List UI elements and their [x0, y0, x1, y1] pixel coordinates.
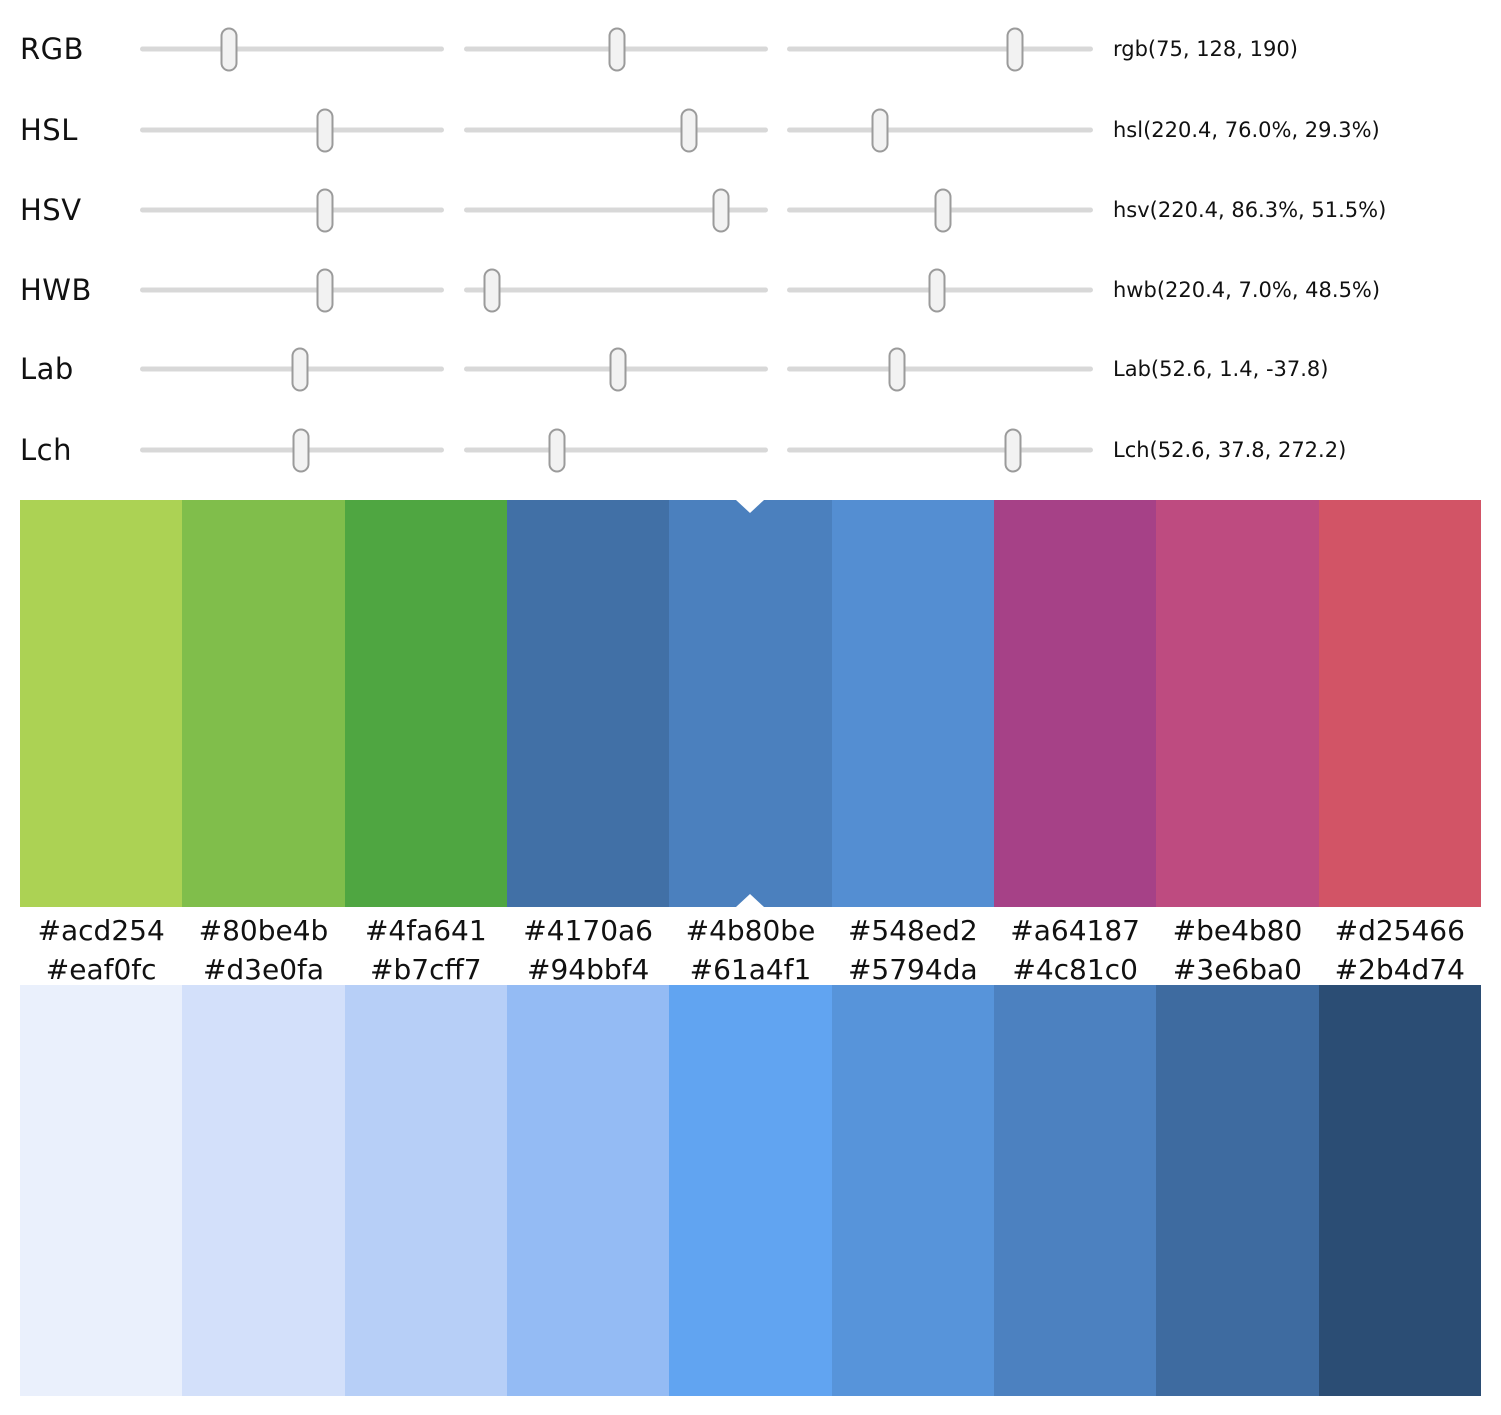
- hsl-saturation-slider-track[interactable]: [464, 108, 768, 152]
- palette-bottom-hex-labels: #eaf0fc #d3e0fa #b7cff7 #94bbf4 #61a4f1 …: [20, 953, 1481, 986]
- slider-row-rgb: RGB rgb(75, 128, 190): [0, 9, 1501, 89]
- lch-c-slider-handle[interactable]: [548, 428, 566, 472]
- hex-label-top-6: #548ed2: [847, 914, 978, 947]
- lch-c-slider-track[interactable]: [464, 428, 768, 472]
- hsv-value-text: hsv(220.4, 86.3%, 51.5%): [1113, 198, 1387, 222]
- hex-label-bottom-8: #3e6ba0: [1172, 953, 1302, 986]
- slider-row-hwb: HWB hwb(220.4, 7.0%, 48.5%): [0, 250, 1501, 330]
- palette-bottom-swatch-4[interactable]: [506, 985, 670, 1396]
- palette-top-strip: [20, 500, 1481, 907]
- slider-row-lch-label: Lch: [20, 433, 72, 467]
- hsl-value-text: hsl(220.4, 76.0%, 29.3%): [1113, 118, 1380, 142]
- palette-bottom-swatch-3[interactable]: [344, 985, 507, 1396]
- slider-row-hwb-label: HWB: [20, 273, 92, 307]
- hex-label-bottom-3: #b7cff7: [370, 953, 482, 986]
- hwb-hue-slider-track[interactable]: [140, 268, 444, 312]
- hex-label-top-7: #a64187: [1010, 914, 1140, 947]
- hsv-saturation-slider-track[interactable]: [464, 188, 768, 232]
- palette-top-swatch-4[interactable]: [506, 500, 670, 907]
- rgb-red-slider-handle[interactable]: [220, 27, 238, 71]
- rgb-blue-slider-handle[interactable]: [1006, 27, 1024, 71]
- palette-bottom-swatch-1[interactable]: [20, 985, 183, 1396]
- lch-l-slider-track[interactable]: [140, 428, 444, 472]
- selection-notch-bottom-icon: [736, 894, 765, 907]
- hwb-blackness-slider-track[interactable]: [787, 268, 1093, 312]
- slider-row-rgb-label: RGB: [20, 32, 85, 66]
- hex-label-bottom-5: #61a4f1: [689, 953, 812, 986]
- lab-a-slider-track[interactable]: [464, 347, 768, 391]
- palette-top-swatch-8[interactable]: [1156, 500, 1319, 907]
- rgb-value-text: rgb(75, 128, 190): [1113, 37, 1298, 61]
- slider-row-hsv-label: HSV: [20, 193, 82, 227]
- hex-label-top-4: #4170a6: [523, 914, 653, 947]
- hex-label-bottom-7: #4c81c0: [1012, 953, 1138, 986]
- slider-row-lch: Lch Lch(52.6, 37.8, 272.2): [0, 410, 1501, 490]
- hex-label-top-9: #d25466: [1334, 914, 1465, 947]
- palette-bottom-swatch-2[interactable]: [182, 985, 345, 1396]
- hsv-value-slider-handle[interactable]: [934, 188, 952, 232]
- palette-bottom-swatch-6[interactable]: [831, 985, 994, 1396]
- palette-top-swatch-3[interactable]: [344, 500, 507, 907]
- hex-label-bottom-4: #94bbf4: [526, 953, 650, 986]
- slider-row-hsl-label: HSL: [20, 113, 78, 147]
- palette-top-swatch-9[interactable]: [1318, 500, 1481, 907]
- rgb-red-slider-track[interactable]: [140, 27, 444, 71]
- lab-b-slider-track[interactable]: [787, 347, 1093, 391]
- lch-h-slider-track[interactable]: [787, 428, 1093, 472]
- lab-a-slider-handle[interactable]: [609, 347, 627, 391]
- hex-label-top-1: #acd254: [37, 914, 165, 947]
- hex-label-top-2: #80be4b: [198, 914, 329, 947]
- hsv-saturation-slider-handle[interactable]: [712, 188, 730, 232]
- palette-bottom-swatch-7[interactable]: [993, 985, 1157, 1396]
- hwb-whiteness-slider-track[interactable]: [464, 268, 768, 312]
- hwb-whiteness-slider-handle[interactable]: [483, 268, 501, 312]
- rgb-blue-slider-track[interactable]: [787, 27, 1093, 71]
- hex-label-bottom-1: #eaf0fc: [45, 953, 157, 986]
- hsl-lightness-slider-handle[interactable]: [871, 108, 889, 152]
- palette-top-swatch-7[interactable]: [993, 500, 1157, 907]
- lch-l-slider-handle[interactable]: [292, 428, 309, 472]
- palette-bottom-swatch-5[interactable]: [669, 985, 832, 1396]
- hex-label-bottom-2: #d3e0fa: [202, 953, 325, 986]
- slider-row-hsv: HSV hsv(220.4, 86.3%, 51.5%): [0, 170, 1501, 250]
- lab-l-slider-track[interactable]: [140, 347, 444, 391]
- palette-top-swatch-6[interactable]: [831, 500, 994, 907]
- palette-top-swatch-5-selected[interactable]: [669, 500, 832, 907]
- hex-label-top-8: #be4b80: [1172, 914, 1303, 947]
- hex-label-top-5: #4b80be: [685, 914, 816, 947]
- rgb-green-slider-handle[interactable]: [608, 27, 626, 71]
- palette-bottom-swatch-9[interactable]: [1318, 985, 1481, 1396]
- hsl-hue-slider-handle[interactable]: [316, 108, 334, 152]
- lch-value-text: Lch(52.6, 37.8, 272.2): [1113, 438, 1347, 462]
- hsv-hue-slider-handle[interactable]: [316, 188, 334, 232]
- slider-row-lab: Lab Lab(52.6, 1.4, -37.8): [0, 329, 1501, 409]
- lab-l-slider-handle[interactable]: [291, 347, 309, 391]
- lab-value-text: Lab(52.6, 1.4, -37.8): [1113, 357, 1329, 381]
- hwb-hue-slider-handle[interactable]: [316, 268, 334, 312]
- slider-row-lab-label: Lab: [20, 352, 74, 386]
- palette-top-swatch-2[interactable]: [182, 500, 345, 907]
- hsv-value-slider-track[interactable]: [787, 188, 1093, 232]
- hwb-value-text: hwb(220.4, 7.0%, 48.5%): [1113, 278, 1381, 302]
- palette-bottom-swatch-8[interactable]: [1156, 985, 1319, 1396]
- slider-row-hsl: HSL hsl(220.4, 76.0%, 29.3%): [0, 90, 1501, 170]
- palette-top-hex-labels: #acd254 #80be4b #4fa641 #4170a6 #4b80be …: [20, 907, 1481, 954]
- hsv-hue-slider-track[interactable]: [140, 188, 444, 232]
- palette-bottom-strip: [20, 985, 1481, 1396]
- hwb-blackness-slider-handle[interactable]: [928, 268, 946, 312]
- hex-label-top-3: #4fa641: [364, 914, 487, 947]
- lch-h-slider-handle[interactable]: [1004, 428, 1022, 472]
- hex-label-bottom-6: #5794da: [847, 953, 978, 986]
- palette-top-swatch-1[interactable]: [20, 500, 183, 907]
- selection-notch-top-icon: [736, 500, 765, 513]
- hsl-saturation-slider-handle[interactable]: [680, 108, 698, 152]
- hsl-lightness-slider-track[interactable]: [787, 108, 1093, 152]
- lab-b-slider-handle[interactable]: [888, 347, 906, 391]
- hex-label-bottom-9: #2b4d74: [1334, 953, 1465, 986]
- hsl-hue-slider-track[interactable]: [140, 108, 444, 152]
- rgb-green-slider-track[interactable]: [464, 27, 768, 71]
